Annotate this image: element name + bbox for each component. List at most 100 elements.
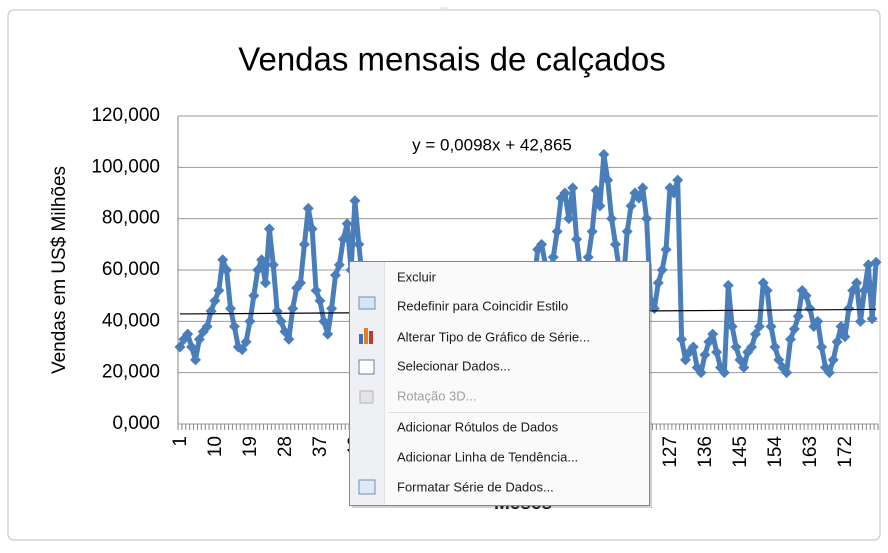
- menu-item[interactable]: Redefinir para Coincidir Estilo: [397, 298, 568, 313]
- x-tick-label: 163: [800, 436, 821, 468]
- data-point: [594, 200, 606, 212]
- icon-data: [358, 359, 375, 375]
- data-point: [228, 320, 240, 332]
- data-point: [765, 320, 777, 332]
- data-point: [326, 303, 338, 314]
- data-point: [182, 328, 194, 340]
- y-tick-label: 120,000: [91, 105, 160, 126]
- data-point: [279, 326, 291, 338]
- y-tick-label: 40,000: [102, 310, 160, 331]
- data-point: [567, 182, 579, 194]
- data-point: [252, 264, 264, 276]
- data-point: [193, 333, 205, 345]
- y-tick-label: 60,000: [102, 259, 160, 280]
- menu-item[interactable]: Excluir: [397, 269, 437, 284]
- y-tick-label: 100,000: [91, 156, 160, 177]
- data-point: [295, 277, 306, 289]
- data-point: [753, 320, 765, 332]
- data-point: [625, 200, 637, 212]
- icon-chart: [364, 328, 368, 344]
- data-point: [718, 367, 730, 379]
- data-point: [275, 315, 287, 327]
- data-point: [256, 254, 268, 266]
- y-tick-label: 20,000: [102, 362, 160, 383]
- data-point: [843, 303, 855, 314]
- menu-item[interactable]: Selecionar Dados...: [397, 358, 510, 373]
- icon-format: [358, 479, 376, 495]
- x-tick-label: 1: [170, 436, 191, 447]
- data-point: [707, 328, 719, 340]
- x-tick-label: 127: [660, 436, 681, 468]
- data-point: [722, 279, 734, 291]
- data-point: [201, 320, 213, 332]
- data-point: [213, 285, 225, 297]
- data-point: [240, 336, 252, 348]
- data-point: [582, 251, 594, 263]
- data-point: [559, 187, 571, 199]
- data-point: [769, 341, 781, 353]
- data-point: [660, 243, 672, 255]
- data-point: [839, 331, 851, 343]
- menu-box: [349, 261, 650, 506]
- data-point: [804, 303, 816, 314]
- menu-item[interactable]: Alterar Tipo de Gráfico de Série...: [397, 329, 590, 344]
- x-tick-label: 37: [310, 436, 331, 457]
- icon-3d: [359, 390, 374, 404]
- data-point: [695, 367, 707, 379]
- data-point: [858, 285, 870, 297]
- data-point: [337, 233, 349, 245]
- y-tick-label: 0,000: [112, 413, 160, 434]
- data-point: [283, 333, 295, 345]
- x-tick-label: 10: [205, 436, 226, 457]
- icon-chart: [359, 334, 363, 344]
- data-point: [746, 341, 758, 353]
- y-tick-label: 80,000: [102, 208, 160, 229]
- data-point: [353, 238, 365, 250]
- context-menu: Excluir Redefinir para Coincidir Estilo Al…: [349, 261, 652, 508]
- data-point: [835, 320, 847, 332]
- data-point: [330, 269, 341, 281]
- data-point: [823, 367, 835, 379]
- data-point: [785, 333, 796, 345]
- x-tick-label: 145: [730, 436, 751, 468]
- data-point: [606, 213, 618, 225]
- data-point: [610, 238, 621, 250]
- data-point: [621, 226, 633, 237]
- data-point: [209, 295, 221, 307]
- data-point: [314, 295, 326, 307]
- data-point: [633, 192, 645, 204]
- data-point: [225, 303, 236, 314]
- data-point: [190, 354, 201, 366]
- data-point: [703, 336, 715, 348]
- data-point: [186, 341, 198, 353]
- data-point: [652, 277, 664, 289]
- data-point: [333, 259, 345, 271]
- menu-item[interactable]: Adicionar Linha de Tendência...: [397, 449, 578, 464]
- data-point: [730, 341, 742, 353]
- data-point: [711, 346, 723, 358]
- data-point: [598, 149, 610, 160]
- data-point: [260, 277, 271, 289]
- data-point: [788, 323, 800, 335]
- data-point: [298, 238, 310, 250]
- data-point: [302, 202, 314, 214]
- x-tick-label: 136: [695, 436, 716, 468]
- data-point: [668, 187, 680, 199]
- data-point: [761, 285, 773, 297]
- menu-item[interactable]: Adicionar Rótulos de Dados: [397, 419, 559, 434]
- data-point: [571, 233, 583, 245]
- data-point: [341, 218, 353, 230]
- data-point: [676, 333, 688, 345]
- x-tick-label: 154: [765, 436, 786, 468]
- menu-item[interactable]: Formatar Série de Dados...: [397, 479, 554, 494]
- data-point: [851, 277, 863, 289]
- data-point: [602, 174, 614, 186]
- x-tick-label: 172: [835, 436, 856, 468]
- data-point: [310, 285, 322, 297]
- data-point: [816, 341, 828, 353]
- data-point: [831, 336, 843, 348]
- x-tick-label: 19: [240, 436, 261, 457]
- data-point: [590, 184, 602, 196]
- data-point: [217, 254, 229, 266]
